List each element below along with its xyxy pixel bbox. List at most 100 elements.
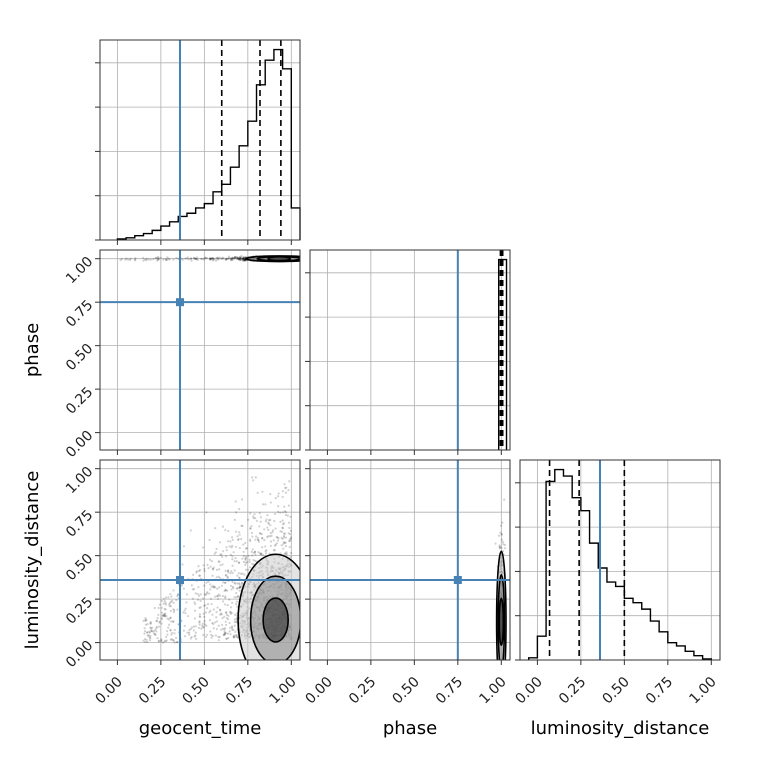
sample-point [225, 549, 228, 552]
sample-point [281, 526, 284, 529]
sample-point [194, 625, 197, 628]
sample-point [206, 603, 210, 606]
sample-point [282, 547, 285, 550]
sample-point [242, 555, 246, 558]
sample-point [238, 533, 241, 536]
sample-point [164, 639, 167, 643]
sample-point [203, 620, 206, 623]
sample-point [233, 624, 236, 627]
sample-point [231, 538, 234, 541]
sample-point [500, 533, 503, 536]
sample-point [227, 256, 231, 260]
sample-point [260, 537, 264, 540]
sample-point [238, 576, 241, 580]
sample-point [224, 589, 227, 592]
sample-point [234, 530, 238, 533]
sample-point [169, 616, 172, 620]
histogram-phase-frame [309, 249, 511, 451]
sample-point [208, 558, 212, 561]
sample-point [156, 258, 160, 261]
sample-point [234, 256, 237, 259]
sample-point [280, 536, 283, 539]
sample-point [193, 601, 196, 604]
sample-point [265, 549, 268, 552]
sample-point [229, 584, 233, 588]
sample-point [503, 498, 506, 501]
sample-point [189, 637, 192, 640]
sample-point [282, 542, 285, 546]
sample-point [244, 258, 247, 262]
sample-point [155, 620, 158, 623]
sample-point [503, 543, 506, 547]
sample-point [194, 602, 197, 606]
sample-point [230, 588, 233, 591]
sample-point [244, 555, 248, 558]
sample-point [253, 513, 256, 516]
sample-point [183, 624, 186, 628]
sample-point [240, 537, 243, 541]
histogram-geocent_time-frame [99, 39, 301, 241]
sample-point [501, 521, 504, 524]
sample-point [229, 633, 232, 636]
sample-point [227, 614, 230, 617]
sample-point [211, 613, 214, 616]
sample-point [288, 545, 291, 549]
histogram-luminosity_distance-frame [519, 459, 721, 661]
sample-point [173, 628, 176, 632]
sample-point [233, 581, 236, 584]
sample-point [238, 258, 241, 261]
sample-point [238, 531, 241, 534]
sample-point [245, 547, 248, 550]
sample-point [244, 259, 247, 262]
y-tick-label: 0.00 [63, 638, 96, 671]
sample-point [197, 594, 201, 597]
sample-point [195, 571, 198, 574]
sample-point [220, 612, 223, 615]
sample-point [243, 258, 246, 261]
sample-point [229, 610, 232, 613]
sample-point [142, 639, 145, 642]
sample-point [224, 569, 227, 572]
sample-point [499, 531, 502, 534]
x-tick-label: 0.25 [346, 674, 379, 707]
sample-point [240, 257, 243, 260]
sample-point [231, 258, 234, 262]
sample-point [261, 503, 265, 506]
sample-point [154, 633, 157, 636]
sample-point [200, 257, 204, 260]
sample-point [196, 598, 200, 601]
sample-point [231, 580, 234, 583]
sample-point [188, 631, 191, 634]
sample-point [234, 556, 237, 560]
sample-point [252, 516, 255, 520]
sample-point [216, 597, 220, 600]
sample-point [249, 527, 252, 530]
sample-point [211, 257, 214, 260]
scatter-phase_vs_geocent_time-points [119, 254, 300, 263]
sample-point [205, 633, 209, 636]
sample-point [148, 631, 151, 634]
sample-point [503, 547, 507, 550]
sample-point [200, 257, 203, 260]
sample-point [216, 594, 220, 598]
sample-point [166, 617, 169, 620]
sample-point [233, 518, 236, 521]
sample-point [172, 608, 175, 611]
sample-point [272, 549, 275, 552]
sample-point [287, 489, 290, 492]
x-tick-label: 0.00 [93, 674, 126, 707]
sample-point [229, 612, 232, 615]
sample-point [168, 601, 172, 605]
sample-point [172, 589, 175, 592]
sample-point [237, 572, 240, 575]
scatter-luminosity_distance_vs_geocent_time-points [142, 476, 300, 660]
sample-point [182, 611, 185, 614]
sample-point [228, 598, 231, 601]
sample-point [500, 524, 503, 527]
sample-point [196, 258, 199, 261]
sample-point [212, 608, 216, 611]
sample-point [157, 639, 160, 642]
sample-point [210, 636, 213, 639]
sample-point [269, 524, 272, 527]
sample-point [236, 257, 239, 260]
